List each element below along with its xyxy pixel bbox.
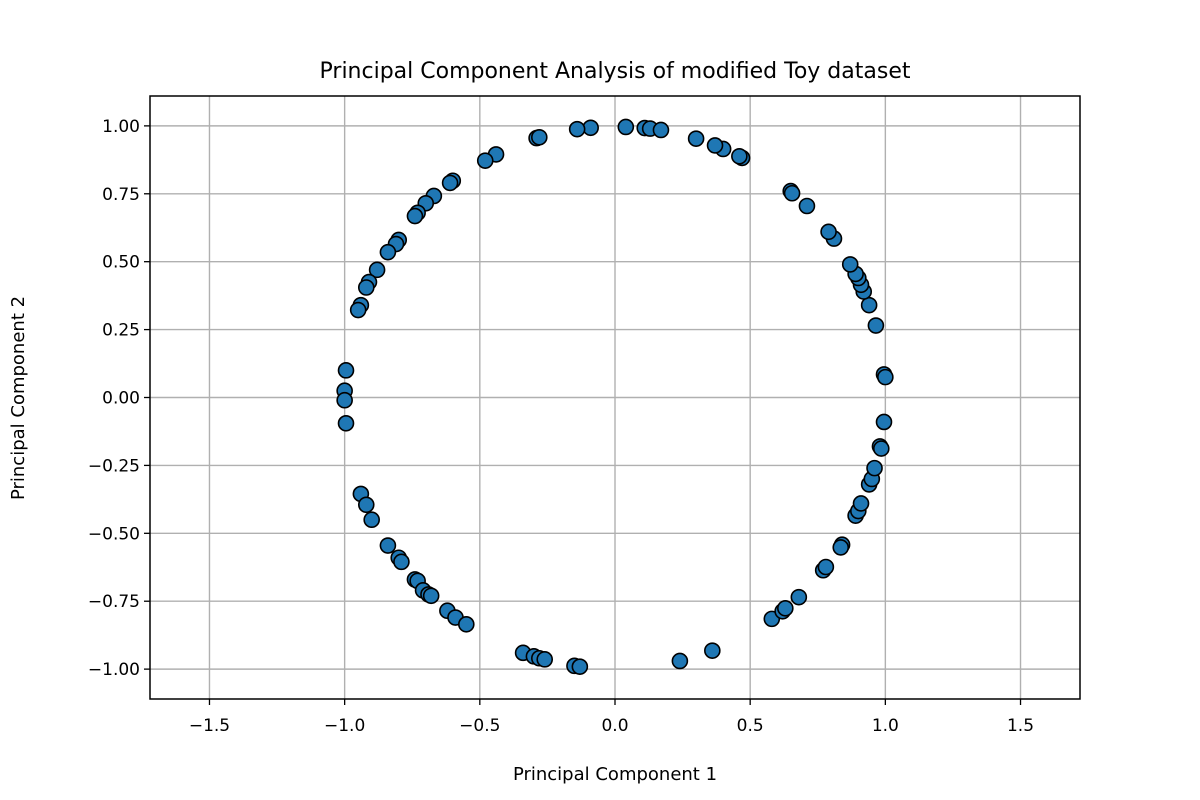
data-point [363,511,380,529]
data-point [357,496,375,514]
y-axis-label: Principal Component 2 [8,296,29,500]
y-tick-label: −0.50 [88,524,140,544]
data-point [357,279,375,296]
data-point [820,223,837,241]
data-point [783,184,801,202]
x-tick-label: −1.0 [324,716,365,736]
data-point [393,553,410,571]
y-tick-label: −1.00 [88,660,140,680]
x-tick-label: −1.5 [189,716,230,736]
grid-lines [150,96,1080,699]
data-point [617,118,635,136]
data-point [866,459,883,477]
data-point [441,174,459,192]
data-point [536,651,554,668]
data-point [872,440,890,457]
data-point [852,495,870,512]
data-point [817,558,835,576]
data-point [458,616,475,633]
x-tick-label: 0.0 [601,716,628,736]
y-tick-label: 0.00 [102,389,140,409]
data-points [336,118,894,675]
data-point [877,368,894,386]
y-axis-ticks: −1.00 −0.75 −0.50 −0.25 0.00 0.25 0.50 0.75 1.00 [88,117,150,680]
x-tick-label: −0.5 [459,716,500,736]
data-point [704,642,721,659]
data-point [476,152,494,169]
data-point [875,413,893,431]
data-point [652,121,670,139]
y-tick-label: 0.25 [102,321,140,341]
y-tick-label: −0.75 [88,592,140,612]
data-point [582,119,599,137]
data-point [777,599,794,617]
data-point [731,148,748,165]
data-point [832,539,850,556]
data-point [379,243,397,261]
data-point [790,588,808,606]
data-point [860,296,878,314]
data-point [571,658,589,675]
data-point [798,197,816,215]
data-point [337,362,355,379]
data-point [406,207,424,225]
data-point [336,391,353,409]
y-tick-label: 0.75 [102,185,140,205]
data-point [349,301,367,319]
x-tick-label: 0.5 [737,716,764,736]
data-point [422,587,440,605]
data-point [531,128,548,146]
y-tick-label: −0.25 [88,456,140,476]
x-axis-ticks: −1.5 −1.0 −0.5 0.0 0.5 1.0 1.5 [189,699,1034,736]
data-point [379,537,397,554]
data-point [841,256,859,273]
data-point [671,652,689,670]
data-point [867,317,885,334]
data-point [368,261,386,279]
data-point [568,120,586,138]
y-tick-label: 0.50 [102,253,140,273]
data-point [706,137,724,154]
y-tick-label: 1.00 [102,117,140,137]
data-point [687,130,705,147]
chart-title: Principal Component Analysis of modified… [320,59,911,84]
data-point [337,415,355,432]
x-tick-label: 1.0 [872,716,899,736]
x-axis-label: Principal Component 1 [513,764,717,785]
x-tick-label: 1.5 [1007,716,1034,736]
